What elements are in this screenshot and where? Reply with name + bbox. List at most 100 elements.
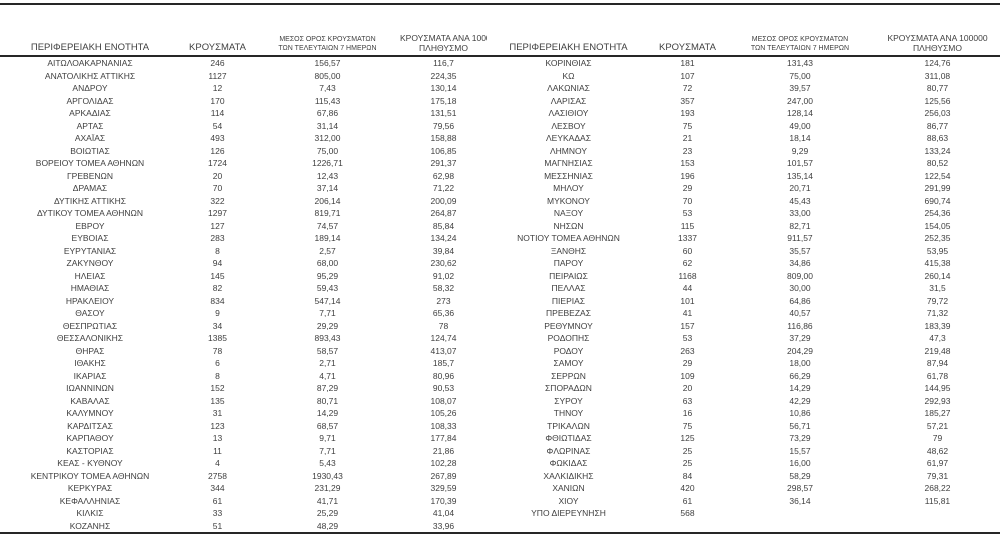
header-per100k-right-line2: ΠΛΗΘΥΣΜΟ	[913, 42, 962, 53]
per100k-cell-right: 256,03	[924, 108, 951, 118]
cases-cell-left: 33	[212, 508, 223, 518]
cases-cell-left: 135	[210, 395, 225, 406]
per100k-cell-left: 71,22	[432, 183, 455, 193]
table-row: ΘΕΣΠΡΩΤΙΑΣ 34 29,29 78 ΡΕΘΥΜΝΟΥ 157 116,86 183,…	[0, 320, 1000, 333]
region-name-cell-left: ΚΟΖΑΝΗΣ	[0, 519, 180, 534]
table-row: ΚΑΛΥΜΝΟΥ 31 14,29 105,26 ΤΗΝΟΥ 16 10,86 185,27	[0, 407, 1000, 420]
cases-cell-left: 11	[213, 445, 222, 456]
per100k-cell-right: 254,36	[924, 208, 951, 218]
region-name-cell-right: ΜΗΛΟΥ	[553, 183, 584, 193]
region-name-cell-right: ΡΕΘΥΜΝΟΥ	[544, 320, 593, 331]
avg7-cell-left: 312,00	[314, 133, 341, 143]
cases-cell-left: 283	[210, 233, 225, 243]
per100k-cell-right: 80,77	[926, 83, 949, 93]
per100k-cell-right: 79,72	[926, 295, 949, 306]
per100k-cell-right: 154,05	[924, 220, 951, 231]
cases-cell-left: 8	[215, 370, 220, 381]
region-name-cell-right: ΦΛΩΡΙΝΑΣ	[546, 445, 591, 456]
cases-cell-left: 12	[212, 83, 223, 93]
avg7-cell-right: 131,43	[786, 58, 813, 68]
cases-cell-left: 51	[180, 519, 255, 534]
table-row: ΚΕΝΤΡΙΚΟΥ ΤΟΜΕΑ ΑΘΗΝΩΝ 2758 1930,43 267,89 Χ…	[0, 470, 1000, 483]
cases-cell-right: 23	[682, 145, 693, 156]
avg7-cell-left: 1930,43	[312, 470, 343, 481]
table-row: ΕΥΒΟΙΑΣ 283 189,14 134,24 ΝΟΤΙΟΥ ΤΟΜΕΑ ΑΘΗΝΩ…	[0, 232, 1000, 245]
avg7-cell-right: 911,57	[787, 233, 813, 243]
per100k-cell-left: 175,18	[430, 95, 457, 106]
region-name-cell-right: ΦΘΙΩΤΙΔΑΣ	[545, 433, 592, 443]
cases-cell-right: 75	[682, 120, 693, 131]
avg7-cell-right: 34,86	[789, 258, 811, 268]
cases-cell-right: 62	[682, 258, 693, 268]
per100k-cell-left: 41,04	[432, 508, 455, 518]
avg7-cell-left: 189,14	[314, 233, 341, 243]
region-name-cell-right: ΠΙΕΡΙΑΣ	[551, 295, 586, 306]
region-name-cell-right: ΛΗΜΝΟΥ	[549, 145, 588, 156]
region-name-cell-left: ΙΩΑΝΝΙΝΩΝ	[66, 383, 114, 393]
per100k-cell-left: 105,26	[430, 408, 457, 418]
cases-cell-left: 170	[210, 95, 225, 106]
avg7-cell-left: 156,57	[314, 58, 341, 68]
top-border-rule	[0, 3, 1000, 5]
region-name-cell-right: ΤΗΝΟΥ	[553, 408, 584, 418]
avg7-cell-left: 68,57	[316, 420, 339, 431]
cases-cell-left: 152	[210, 383, 225, 393]
avg7-cell-right	[725, 507, 875, 520]
per100k-cell-right: 219,48	[924, 345, 951, 356]
table-row: ΒΟΡΕΙΟΥ ΤΟΜΕΑ ΑΘΗΝΩΝ 1724 1226,71 291,37 ΜΑΓ…	[0, 157, 1000, 170]
header-avg7-left-line2: ΤΩΝ ΤΕΛΕΥΤΑΙΩΝ 7 ΗΜΕΡΩΝ	[278, 44, 377, 52]
cases-cell-left: 1297	[208, 208, 227, 218]
per100k-cell-left: 91,02	[432, 270, 455, 281]
region-name-cell-right: ΝΟΤΙΟΥ ΤΟΜΕΑ ΑΘΗΝΩΝ	[517, 233, 620, 243]
per100k-cell-left: 65,36	[432, 308, 455, 318]
header-row: ΠΕΡΙΦΕΡΕΙΑΚΗ ΕΝΟΤΗΤΑ ΚΡΟΥΣΜΑΤΑ ΜΕΣΟΣ ΟΡΟ…	[0, 5, 1000, 57]
cases-cell-right: 44	[682, 283, 693, 293]
per100k-cell-right: 125,56	[924, 95, 951, 106]
avg7-cell-left: 9,71	[319, 433, 336, 443]
avg7-cell-left: 12,43	[316, 170, 339, 181]
region-name-cell-left: ΘΕΣΠΡΩΤΙΑΣ	[62, 320, 118, 331]
cases-cell-left: 2758	[208, 470, 227, 481]
region-name-cell-right: ΣΕΡΡΩΝ	[551, 370, 586, 381]
cases-cell-left: 31	[212, 408, 223, 418]
avg7-cell-right: 14,29	[789, 383, 811, 393]
per100k-cell-right: 183,39	[924, 320, 951, 331]
region-name-cell-left: ΑΡΤΑΣ	[76, 120, 104, 131]
cases-cell-right: 29	[682, 358, 693, 368]
region-name-cell-left: ΚΕΝΤΡΙΚΟΥ ΤΟΜΕΑ ΑΘΗΝΩΝ	[30, 470, 150, 481]
avg7-cell-left: 41,71	[316, 495, 339, 506]
cases-cell-right: 53	[682, 333, 693, 343]
per100k-cell-left: 106,85	[430, 145, 457, 156]
region-name-cell-left: ΙΚΑΡΙΑΣ	[73, 370, 107, 381]
cases-cell-left: 6	[215, 358, 220, 368]
region-name-cell-left: ΙΘΑΚΗΣ	[74, 358, 106, 368]
cases-cell-left: 13	[212, 433, 223, 443]
region-name-cell-right: ΠΑΡΟΥ	[553, 258, 584, 268]
region-name-cell-left: ΖΑΚΥΝΘΟΥ	[66, 258, 114, 268]
region-name-cell-right: ΧΑΝΙΩΝ	[552, 483, 585, 493]
region-name-cell-right: ΞΑΝΘΗΣ	[550, 245, 587, 256]
region-name-cell-right: ΤΡΙΚΑΛΩΝ	[547, 420, 590, 431]
table-row: ΔΡΑΜΑΣ 70 37,14 71,22 ΜΗΛΟΥ 29 20,71 291,99	[0, 182, 1000, 195]
cases-cell-right: 60	[682, 245, 693, 256]
avg7-cell-left: 206,14	[314, 195, 341, 206]
region-name-cell-left: ΚΙΛΚΙΣ	[76, 508, 104, 518]
table-row: ΑΧΑΪΑΣ 493 312,00 158,88 ΛΕΥΚΑΔΑΣ 21 18,14 88,6…	[0, 132, 1000, 145]
per100k-cell-right: 53,95	[926, 245, 949, 256]
avg7-cell-right: 75,00	[789, 70, 811, 81]
per100k-cell-left: 108,07	[430, 395, 457, 406]
per100k-cell-right: 61,78	[926, 370, 949, 381]
per100k-cell-left: 85,84	[432, 220, 455, 231]
avg7-cell-left: 14,29	[316, 408, 339, 418]
cases-cell-right: 101	[680, 295, 695, 306]
region-name-cell-right: ΜΥΚΟΝΟΥ	[547, 195, 590, 206]
avg7-cell-left: 893,43	[314, 333, 341, 343]
per100k-cell-right: 61,97	[926, 458, 949, 468]
per100k-cell-left: 116,7	[433, 58, 454, 68]
per100k-cell-left: 108,33	[430, 420, 457, 431]
cases-cell-right: 109	[680, 370, 695, 381]
per100k-cell-right: 57,21	[926, 420, 949, 431]
cases-cell-right: 181	[680, 58, 695, 68]
per100k-cell-right: 133,24	[924, 145, 951, 156]
per100k-cell-right: 79	[932, 433, 943, 443]
